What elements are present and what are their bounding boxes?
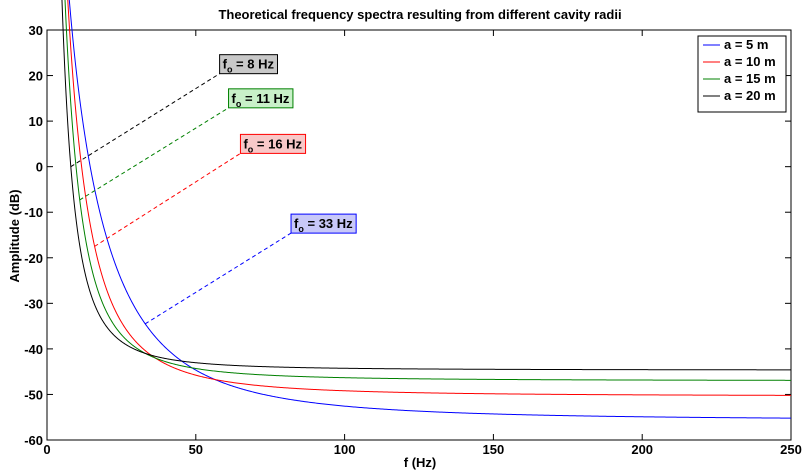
y-tick-label: 30 xyxy=(29,23,43,38)
peak-annotation: fo = 16 Hz xyxy=(239,133,307,154)
axis-ticks: 0 50 100 150 200 250 -60 -50 -40 -30 -20 -10 0 10 20 30 xyxy=(24,23,802,457)
legend-label: a = 20 m xyxy=(724,88,776,103)
y-tick-label: -10 xyxy=(24,205,43,220)
series-lines xyxy=(61,0,792,419)
legend: a = 5 m a = 10 m a = 15 m a = 20 m xyxy=(697,35,787,113)
peak-annotation: fo = 11 Hz xyxy=(228,88,294,109)
legend-entry: a = 15 m xyxy=(703,71,776,86)
chart-title: Theoretical frequency spectra resulting … xyxy=(218,7,621,22)
y-tick-label: -40 xyxy=(24,342,43,357)
x-tick-label: 50 xyxy=(189,442,203,457)
legend-entry: a = 5 m xyxy=(703,37,768,52)
y-tick-label: 20 xyxy=(29,69,43,84)
annotation-leader xyxy=(94,152,241,247)
y-tick-label: -30 xyxy=(24,296,43,311)
y-tick-label: -60 xyxy=(24,433,43,448)
series-line xyxy=(68,0,792,419)
annotation-box xyxy=(290,213,357,234)
y-tick-label: -50 xyxy=(24,387,43,402)
x-tick-label: 250 xyxy=(780,442,802,457)
legend-label: a = 15 m xyxy=(724,71,776,86)
series-line xyxy=(67,0,792,396)
annotation-leader xyxy=(79,107,229,201)
annotation-label: fo = 11 Hz xyxy=(232,91,290,109)
annotation-box xyxy=(228,88,294,109)
annotation-label: fo = 16 Hz xyxy=(243,136,302,154)
x-tick-label: 0 xyxy=(43,442,50,457)
annotation-leader xyxy=(70,73,220,168)
series-line xyxy=(64,0,791,381)
x-tick-label: 200 xyxy=(631,442,653,457)
legend-label: a = 5 m xyxy=(724,37,768,52)
x-axis-label: f (Hz) xyxy=(404,455,437,470)
annotation-box xyxy=(239,133,307,154)
series-line xyxy=(61,0,791,371)
legend-box xyxy=(697,35,787,113)
y-tick-label: 0 xyxy=(36,160,43,175)
y-tick-label: -20 xyxy=(24,251,43,266)
peak-annotations: fo = 8 Hz fo = 11 Hz fo = 16 Hz fo = 33 Hz xyxy=(70,54,357,325)
annotation-box xyxy=(219,54,278,75)
x-tick-label: 100 xyxy=(334,442,356,457)
annotation-label: fo = 33 Hz xyxy=(294,216,353,234)
x-tick-label: 150 xyxy=(483,442,505,457)
peak-annotation: fo = 33 Hz xyxy=(290,213,357,234)
legend-entry: a = 10 m xyxy=(703,54,776,69)
annotation-label: fo = 8 Hz xyxy=(223,57,275,75)
plot-area xyxy=(46,29,792,441)
legend-entry: a = 20 m xyxy=(703,88,776,103)
peak-annotation: fo = 8 Hz xyxy=(219,54,278,75)
legend-label: a = 10 m xyxy=(724,54,776,69)
y-axis-label: Amplitude (dB) xyxy=(7,189,22,282)
y-tick-label: 10 xyxy=(29,114,43,129)
annotation-leader xyxy=(144,232,292,325)
